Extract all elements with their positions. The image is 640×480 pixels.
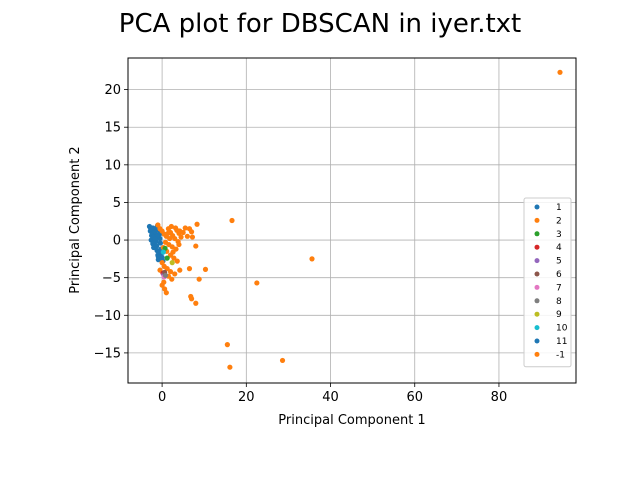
data-points [146,69,563,370]
data-point-series-2 [169,244,175,250]
legend-marker [534,231,540,237]
data-point-series-9 [169,260,175,266]
y-tick-label: −15 [94,346,121,361]
data-point-series-2 [254,280,260,286]
legend-label: 9 [556,310,562,320]
data-point-series-2 [172,235,178,242]
legend-label: 8 [556,297,562,307]
data-point-series-2 [159,282,165,288]
y-tick-label: 15 [104,121,121,136]
data-point-series-10 [160,249,166,255]
data-point-series--1 [165,230,171,236]
data-point-series-2 [193,243,199,249]
data-point-series-2 [194,221,200,227]
data-point-series-2 [224,342,230,348]
data-point-series-2 [175,238,181,245]
legend: 1 2 3 4 5 6 7 8 9 10 11 -1 [523,197,572,368]
data-point-series-2 [164,266,170,272]
legend-box [523,197,572,368]
x-axis-label: Principal Component 1 [278,413,425,428]
legend-marker [534,311,540,317]
data-point-series-2 [189,234,196,240]
y-tick-label: −5 [102,271,121,286]
data-point-series--1 [170,249,176,255]
data-point-series-1 [152,229,158,235]
legend-label: 7 [556,283,562,293]
legend-marker [534,284,540,290]
data-point-series-2 [182,225,188,231]
data-point-series-2 [177,267,183,273]
x-tick-label: 40 [322,390,339,405]
data-point-series-11 [152,236,158,242]
data-point-series-2 [172,225,179,231]
plot-frame [127,57,577,384]
legend-marker [534,204,540,210]
legend-label: 4 [556,243,562,253]
x-tick-label: 20 [238,390,255,405]
data-point-series-1 [157,240,164,246]
x-tick-label: 0 [158,390,166,405]
legend-label: 2 [556,216,562,226]
data-point-series-2 [279,357,286,364]
y-tick-label: 10 [104,158,121,173]
data-point-series-2 [169,276,175,282]
legend-label: 1 [556,203,562,213]
data-point-series-2 [196,276,202,282]
y-axis-label: Principal Component 2 [68,146,83,293]
data-point-series-3 [164,255,170,261]
plot-area [128,58,576,383]
axis-ticks: 0 20 40 60 80 −15 −10 −5 0 5 10 15 20 [94,83,508,405]
legend-label: 6 [556,270,562,280]
data-point-series-2 [178,234,184,240]
data-point-series-2 [188,296,195,302]
legend-marker [534,351,540,357]
data-point-series-2 [188,229,195,235]
data-point-series-2 [309,256,315,262]
legend-marker [534,338,540,344]
legend-marker [534,217,540,223]
legend-label: 10 [556,324,568,334]
data-point-series-2 [171,255,177,261]
y-tick-label: −10 [94,309,121,324]
y-tick-label: 20 [104,83,121,98]
data-point-series-11 [155,254,161,260]
y-tick-label: 0 [113,234,121,249]
legend-label: -1 [556,350,565,360]
data-point-series-2 [167,269,174,275]
chart-title: PCA plot for DBSCAN in iyer.txt [119,9,521,39]
data-point-series-2 [227,364,233,370]
data-point-series-2 [193,300,199,306]
data-point-series-2 [202,266,209,273]
x-tick-label: 80 [491,390,508,405]
data-point-series-2 [186,266,193,272]
legend-label: 3 [556,230,562,240]
data-point-series-2 [557,69,563,75]
data-point-series-1 [156,249,162,255]
legend-marker [534,258,540,264]
x-tick-label: 60 [406,390,423,405]
legend-label: 5 [556,257,562,267]
legend-marker [534,271,540,277]
data-point-series-2 [174,258,180,264]
legend-marker [534,244,540,250]
data-point-series-2 [229,217,235,224]
legend-marker [534,325,540,331]
data-point-series--1 [180,229,186,236]
data-point-series-2 [168,223,174,230]
data-point-series-11 [150,225,156,231]
data-point-series-2 [184,233,190,239]
data-point-series-8 [162,272,169,279]
legend-marker [534,298,540,304]
grid-lines [128,58,576,383]
y-tick-label: 5 [113,196,121,211]
data-point-series-2 [163,290,169,296]
data-point-series-2 [167,235,173,242]
data-point-series-2 [172,271,178,277]
legend-label: 11 [556,337,567,347]
